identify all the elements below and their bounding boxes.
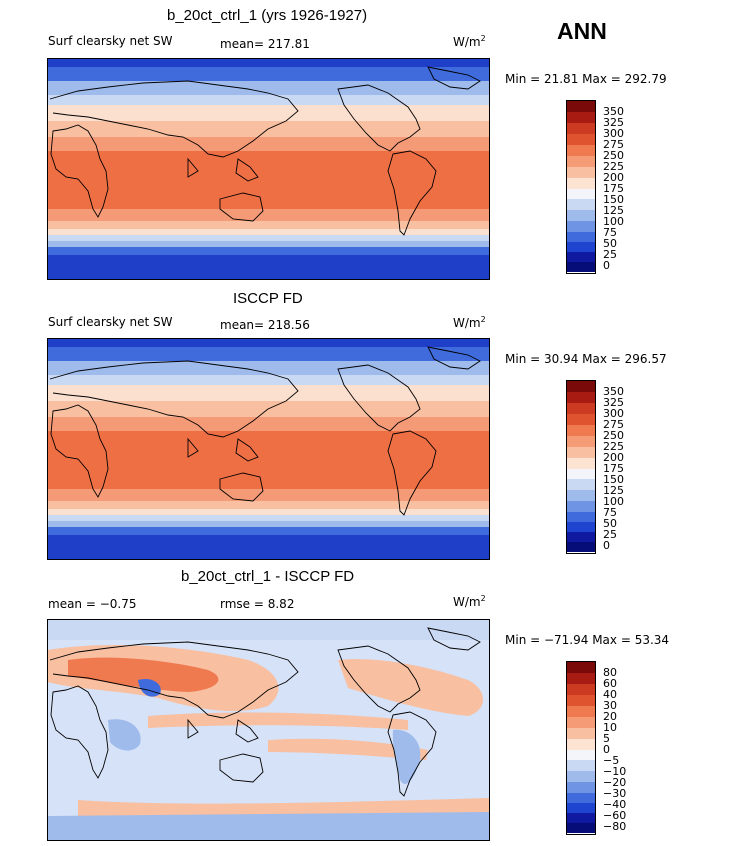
panel1-colorbar bbox=[566, 100, 596, 274]
panel3-colorbar-label: 10 bbox=[603, 721, 617, 734]
panel1-colorbar-label: 275 bbox=[603, 138, 624, 151]
panel2-colorbar-label: 250 bbox=[603, 429, 624, 442]
panel2-colorbar-label: 175 bbox=[603, 462, 624, 475]
panel2-colorbar-label: 125 bbox=[603, 484, 624, 497]
panel1-minmax: Min = 21.81 Max = 292.79 bbox=[505, 72, 667, 86]
panel3-colorbar-label: −30 bbox=[603, 787, 627, 800]
panel2-colorbar-label: 325 bbox=[603, 396, 624, 409]
panel1-colorbar-label: 175 bbox=[603, 182, 624, 195]
panel3-minmax: Min = −71.94 Max = 53.34 bbox=[505, 633, 670, 647]
panel3-colorbar-label: −5 bbox=[603, 754, 620, 767]
panel2-colorbar bbox=[566, 380, 596, 554]
panel1-colorbar-label: 100 bbox=[603, 215, 624, 228]
panel2-units: W/m2 bbox=[453, 315, 486, 330]
panel1-colorbar-label: 250 bbox=[603, 149, 624, 162]
panel1-units: W/m2 bbox=[453, 34, 486, 49]
panel3-colorbar-label: 0 bbox=[603, 743, 610, 756]
panel2-mean: mean= 218.56 bbox=[220, 318, 310, 332]
panel3-colorbar-label: 5 bbox=[603, 732, 610, 745]
panel3-colorbar-label: 80 bbox=[603, 666, 617, 679]
panel3-map bbox=[47, 619, 490, 841]
panel2-variable: Surf clearsky net SW bbox=[48, 315, 173, 329]
panel3-colorbar-label: −40 bbox=[603, 798, 627, 811]
panel2-colorbar-label: 300 bbox=[603, 407, 624, 420]
panel2-colorbar-label: 275 bbox=[603, 418, 624, 431]
panel3-colorbar-label: 20 bbox=[603, 710, 617, 723]
panel1-colorbar-label: 0 bbox=[603, 259, 610, 272]
panel1-colorbar-label: 75 bbox=[603, 226, 617, 239]
panel1-mean: mean= 217.81 bbox=[220, 37, 310, 51]
panel1-title: b_20ct_ctrl_1 (yrs 1926-1927) bbox=[167, 7, 368, 24]
panel1-map bbox=[47, 58, 490, 280]
panel3-colorbar-label: −80 bbox=[603, 820, 627, 833]
panel2-colorbar-label: 225 bbox=[603, 440, 624, 453]
panel3-mean: mean = −0.75 bbox=[48, 597, 137, 611]
panel3-rmse: rmse = 8.82 bbox=[220, 597, 295, 611]
panel2-colorbar-label: 75 bbox=[603, 506, 617, 519]
panel1-colorbar-label: 150 bbox=[603, 193, 624, 206]
panel2-colorbar-label: 150 bbox=[603, 473, 624, 486]
panel2-colorbar-label: 50 bbox=[603, 517, 617, 530]
panel1-colorbar-label: 325 bbox=[603, 116, 624, 129]
panel1-colorbar-label: 350 bbox=[603, 105, 624, 118]
panel2-colorbar-label: 350 bbox=[603, 385, 624, 398]
panel3-colorbar-label: −10 bbox=[603, 765, 627, 778]
panel1-colorbar-label: 300 bbox=[603, 127, 624, 140]
panel2-colorbar-label: 25 bbox=[603, 528, 617, 541]
panel1-variable: Surf clearsky net SW bbox=[48, 34, 173, 48]
panel1-colorbar-label: 225 bbox=[603, 160, 624, 173]
panel2-colorbar-label: 0 bbox=[603, 539, 610, 552]
panel2-colorbar-label: 200 bbox=[603, 451, 624, 464]
panel3-colorbar-label: −20 bbox=[603, 776, 627, 789]
panel1-colorbar-label: 25 bbox=[603, 248, 617, 261]
panel2-minmax: Min = 30.94 Max = 296.57 bbox=[505, 352, 667, 366]
panel3-colorbar-label: 30 bbox=[603, 699, 617, 712]
panel2-title: ISCCP FD bbox=[233, 290, 303, 307]
panel3-colorbar bbox=[566, 661, 596, 835]
panel3-colorbar-label: 40 bbox=[603, 688, 617, 701]
panel3-colorbar-label: 60 bbox=[603, 677, 617, 690]
panel3-title: b_20ct_ctrl_1 - ISCCP FD bbox=[181, 568, 355, 585]
panel3-colorbar-label: −60 bbox=[603, 809, 627, 822]
panel1-colorbar-label: 50 bbox=[603, 237, 617, 250]
panel2-map bbox=[47, 338, 490, 560]
panel3-units: W/m2 bbox=[453, 594, 486, 609]
season-label: ANN bbox=[557, 18, 607, 44]
panel1-colorbar-label: 200 bbox=[603, 171, 624, 184]
panel1-colorbar-label: 125 bbox=[603, 204, 624, 217]
panel2-colorbar-label: 100 bbox=[603, 495, 624, 508]
